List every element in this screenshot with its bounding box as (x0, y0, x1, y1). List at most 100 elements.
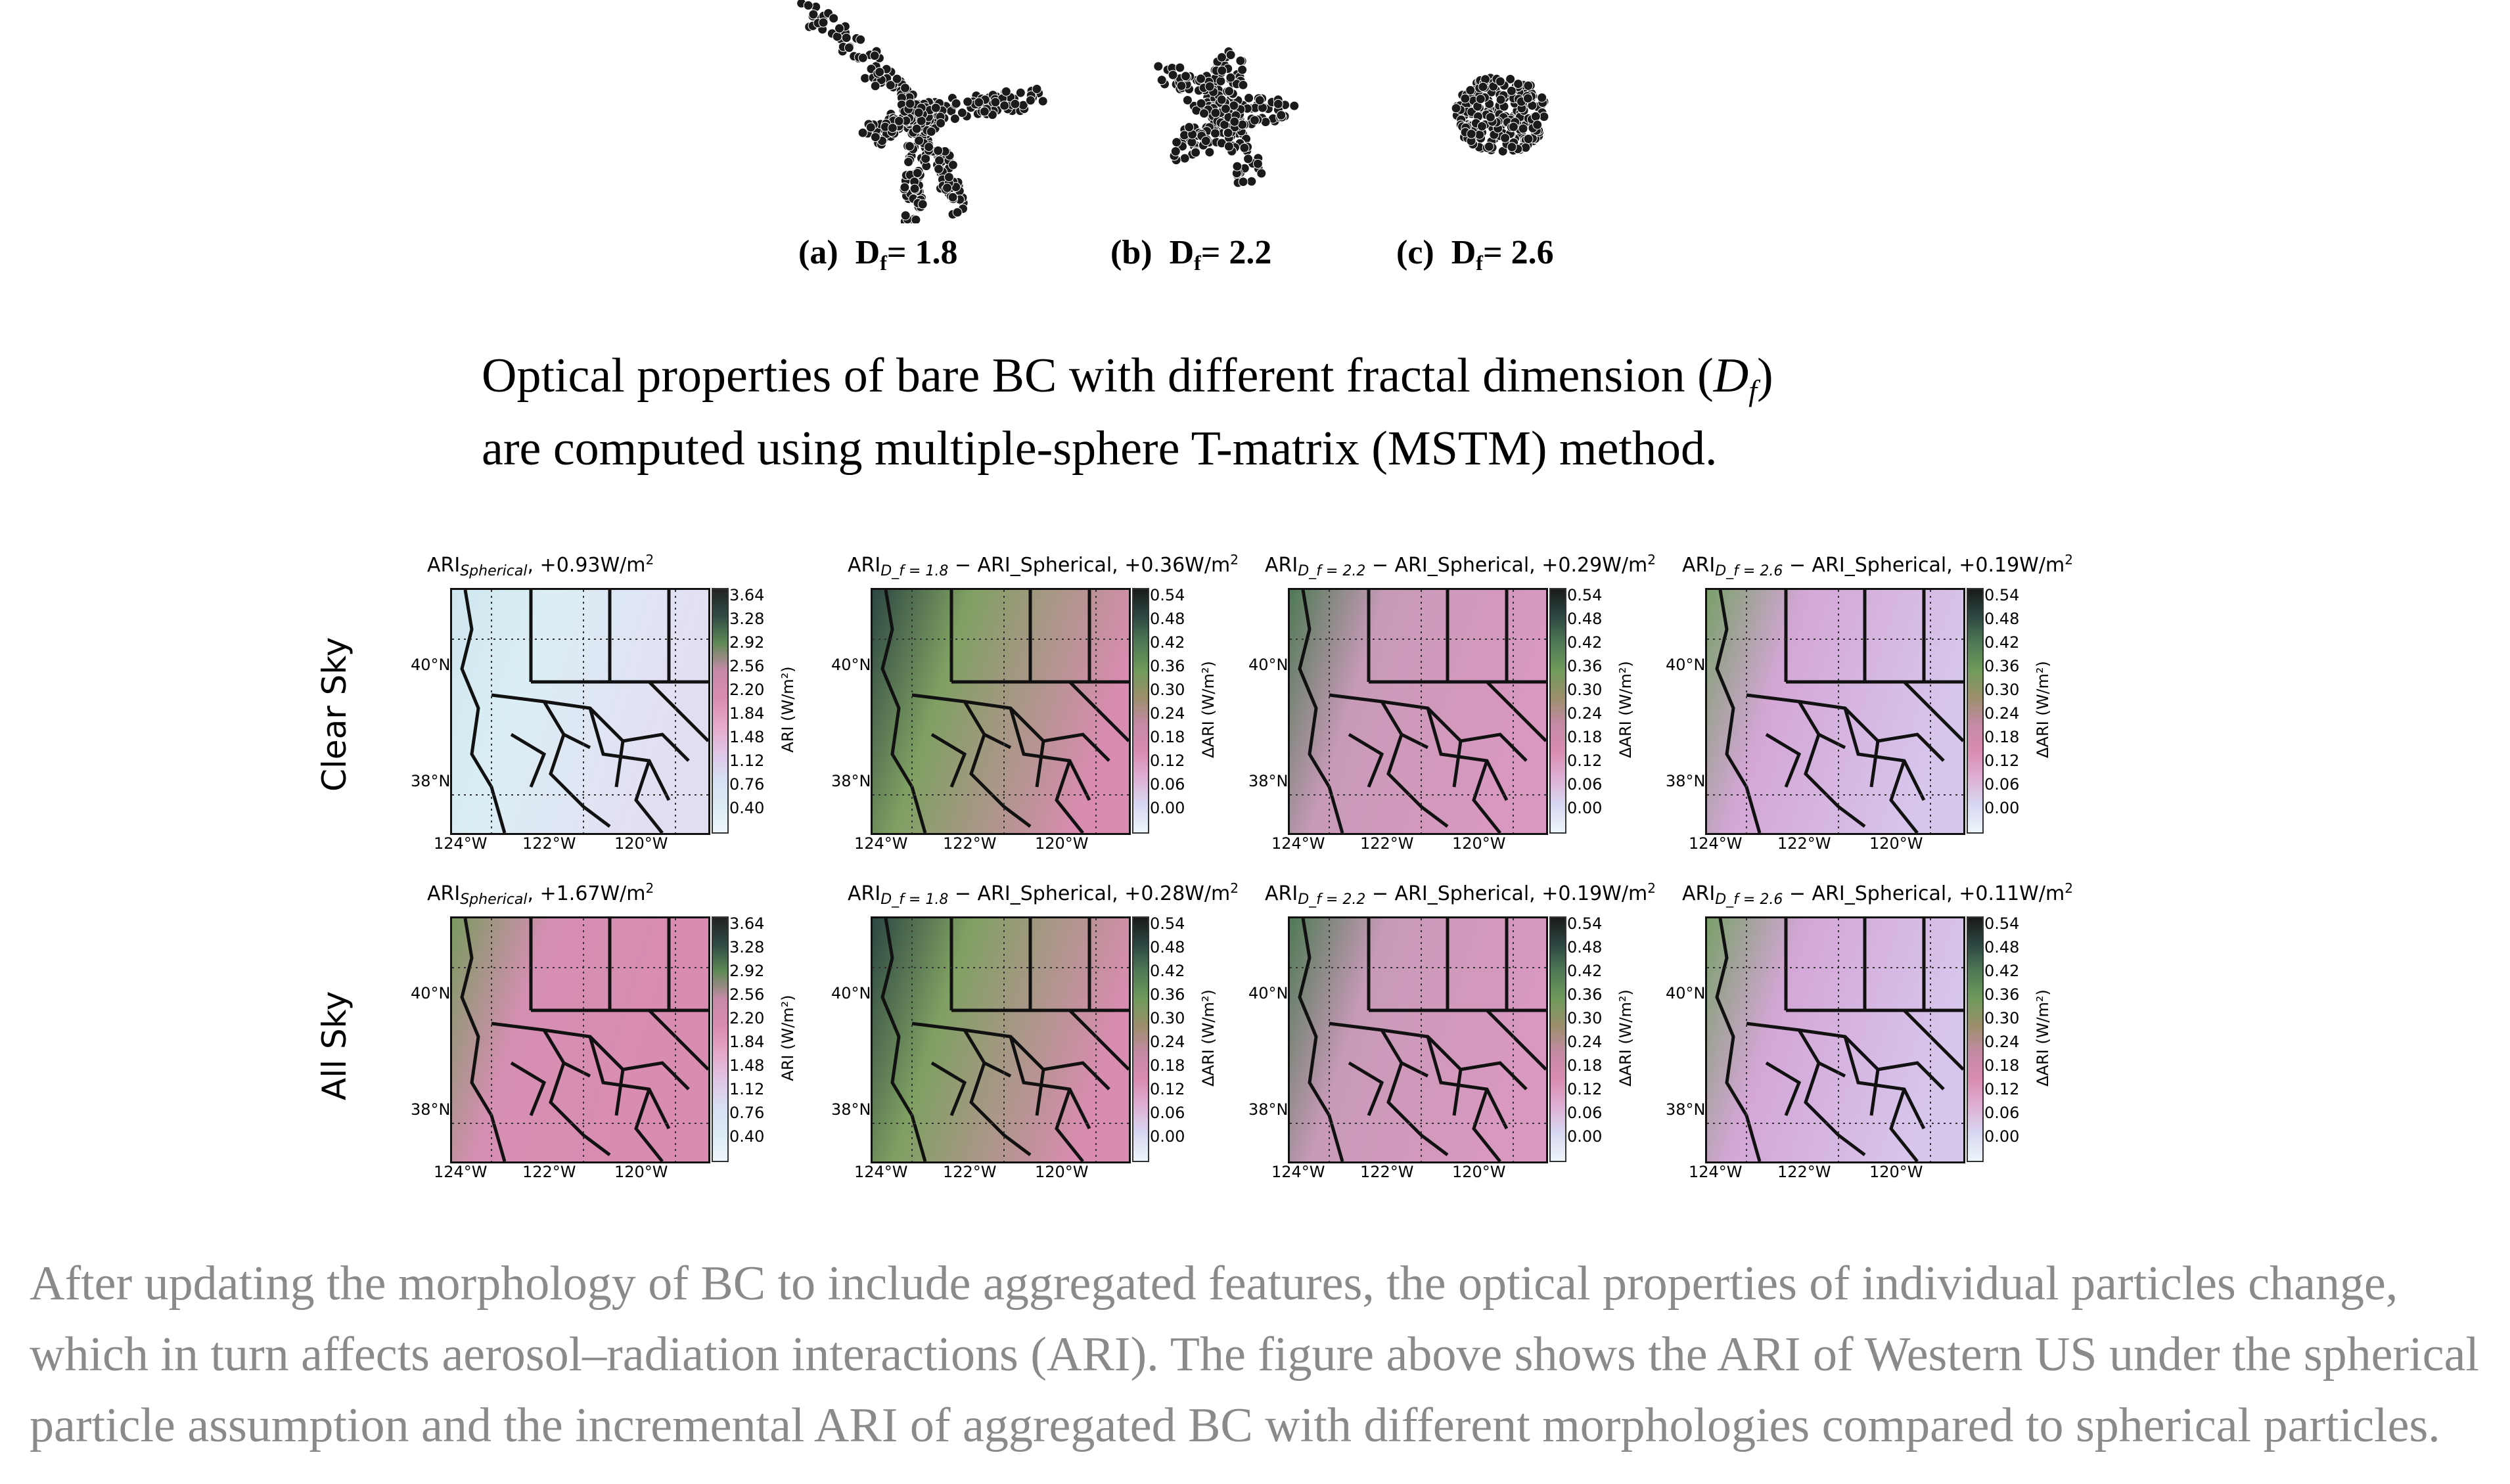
map-image (1705, 916, 1965, 1163)
colorbar-tick-label: 0.48 (1567, 938, 1603, 956)
colorbar-tick-label: 0.18 (1567, 728, 1603, 746)
panel-title: ARID_f = 1.8 − ARI_Spherical, +0.28W/m2 (848, 880, 1239, 908)
lon-label-122: 122°W (522, 1163, 576, 1181)
lon-label-124: 124°W (434, 1163, 488, 1181)
colorbar-tick-label: 0.06 (1150, 775, 1185, 794)
lon-label-124: 124°W (1271, 834, 1325, 853)
colorbar-tick-label: 0.54 (1984, 914, 2020, 933)
colorbar-tick-label: 0.00 (1567, 799, 1603, 817)
colorbar-tick-label: 0.42 (1567, 633, 1603, 652)
map-image (871, 916, 1131, 1163)
map-image (450, 588, 710, 835)
colorbar-tick-label: 0.12 (1984, 752, 2020, 770)
lon-label-122: 122°W (1777, 834, 1831, 853)
colorbar-tick-label: 0.18 (1150, 728, 1185, 746)
map-image (871, 588, 1131, 835)
colorbar-unit-label: ΔARI (W/m²) (2034, 989, 2052, 1087)
colorbar-tick-label: 0.30 (1984, 1009, 2020, 1027)
colorbar-tick-label: 0.12 (1150, 752, 1185, 770)
lon-label-124: 124°W (1689, 1163, 1743, 1181)
colorbar-tick-label: 0.12 (1567, 752, 1603, 770)
panel-title: ARID_f = 2.2 − ARI_Spherical, +0.19W/m2 (1265, 880, 1656, 908)
colorbar-tick-label: 0.42 (1984, 633, 2020, 652)
colorbar-tick-label: 0.30 (1567, 681, 1603, 699)
colorbar (1132, 916, 1149, 1162)
colorbar-tick-label: 0.76 (729, 1104, 765, 1122)
colorbar-tick-label: 0.12 (1150, 1080, 1185, 1098)
map-panel: ARISpherical, +1.67W/m2 3.64 3.28 2.92 2.56… (361, 880, 797, 1202)
lon-label-120: 120°W (1452, 834, 1506, 853)
colorbar (1132, 588, 1149, 834)
lon-label-120: 120°W (1035, 1163, 1089, 1181)
colorbar-tick-label: 2.56 (729, 657, 765, 675)
caption-line-2: are computed using multiple-sphere T-mat… (482, 422, 1718, 476)
lat-label-38: 38°N (831, 1100, 871, 1119)
lat-label-38: 38°N (1248, 772, 1289, 790)
lat-label-40: 40°N (1248, 656, 1289, 674)
aggregate-c-label: (c) Df= 2.6 (1396, 234, 1554, 275)
colorbar-tick-label: 3.64 (729, 586, 765, 604)
map-panel: ARID_f = 2.6 − ARI_Spherical, +0.19W/m2 … (1616, 552, 2073, 874)
lon-label-124: 124°W (854, 834, 908, 853)
colorbar-tick-label: 0.54 (1567, 586, 1603, 604)
colorbar-tick-label: 0.48 (1984, 938, 2020, 956)
map-panel: ARISpherical, +0.93W/m2 3.64 3.28 2.92 2.56… (361, 552, 797, 874)
lon-label-120: 120°W (614, 1163, 668, 1181)
colorbar-tick-label: 0.00 (1567, 1127, 1603, 1146)
map-panel: ARID_f = 1.8 − ARI_Spherical, +0.28W/m2 … (782, 880, 1239, 1202)
map-image (450, 916, 710, 1163)
aggregate-a-image (785, 0, 1061, 223)
colorbar-ticks: 0.54 0.48 0.42 0.36 0.30 0.24 0.18 0.12 0.06 0.00 (1984, 912, 2019, 1148)
lon-label-122: 122°W (1777, 1163, 1831, 1181)
colorbar-tick-label: 0.06 (1567, 775, 1603, 794)
colorbar-tick-label: 0.76 (729, 775, 765, 794)
caption-line-1: Optical properties of bare BC with diffe… (482, 349, 1773, 407)
map-panel: ARID_f = 2.2 − ARI_Spherical, +0.29W/m2 … (1199, 552, 1656, 874)
colorbar (1967, 916, 1984, 1162)
colorbar-tick-label: 3.28 (729, 610, 765, 628)
figure-caption: Optical properties of bare BC with diffe… (482, 347, 1773, 478)
colorbar-tick-label: 0.18 (1150, 1056, 1185, 1075)
colorbar-tick-label: 0.54 (1567, 914, 1603, 933)
body-paragraph: After updating the morphology of BC to i… (30, 1248, 2500, 1461)
colorbar-ticks: 0.54 0.48 0.42 0.36 0.30 0.24 0.18 0.12 0.06 0.00 (1984, 583, 2019, 820)
colorbar (1549, 916, 1566, 1162)
colorbar-unit-label: ΔARI (W/m²) (2034, 661, 2052, 758)
colorbar-tick-label: 0.30 (1984, 681, 2020, 699)
colorbar-tick-label: 0.24 (1567, 1033, 1603, 1051)
colorbar-tick-label: 0.48 (1984, 610, 2020, 628)
lon-label-124: 124°W (434, 834, 488, 853)
lon-label-120: 120°W (1869, 1163, 1923, 1181)
colorbar-tick-label: 0.30 (1150, 681, 1185, 699)
colorbar-tick-label: 2.20 (729, 1009, 765, 1027)
map-image (1288, 588, 1548, 835)
colorbar-tick-label: 0.36 (1984, 985, 2020, 1004)
colorbar-tick-label: 0.40 (729, 1127, 765, 1146)
colorbar-tick-label: 2.20 (729, 681, 765, 699)
colorbar-tick-label: 0.00 (1150, 799, 1185, 817)
colorbar-ticks: 3.64 3.28 2.92 2.56 2.20 1.84 1.48 1.12 0.76 0.40 (729, 583, 764, 820)
lon-label-122: 122°W (1360, 1163, 1414, 1181)
lon-label-122: 122°W (1360, 834, 1414, 853)
lon-label-120: 120°W (1869, 834, 1923, 853)
colorbar-tick-label: 0.42 (1567, 962, 1603, 980)
colorbar-tick-label: 0.30 (1150, 1009, 1185, 1027)
lat-label-40: 40°N (1666, 984, 1706, 1002)
colorbar-tick-label: 3.64 (729, 914, 765, 933)
colorbar-tick-label: 0.40 (729, 799, 765, 817)
panel-title: ARISpherical, +0.93W/m2 (427, 552, 654, 579)
lat-label-38: 38°N (411, 772, 451, 790)
lat-label-40: 40°N (411, 656, 451, 674)
colorbar-tick-label: 0.54 (1150, 914, 1185, 933)
colorbar-ticks: 0.54 0.48 0.42 0.36 0.30 0.24 0.18 0.12 0.06 0.00 (1150, 583, 1185, 820)
colorbar-tick-label: 2.56 (729, 985, 765, 1004)
row-label-clear-sky: Clear Sky (315, 637, 354, 792)
map-image (1288, 916, 1548, 1163)
colorbar-tick-label: 0.24 (1150, 704, 1185, 723)
colorbar-tick-label: 0.48 (1150, 938, 1185, 956)
colorbar-tick-label: 0.12 (1567, 1080, 1603, 1098)
lat-label-40: 40°N (411, 984, 451, 1002)
map-image (1705, 588, 1965, 835)
colorbar-tick-label: 0.12 (1984, 1080, 2020, 1098)
colorbar-tick-label: 0.00 (1984, 1127, 2020, 1146)
